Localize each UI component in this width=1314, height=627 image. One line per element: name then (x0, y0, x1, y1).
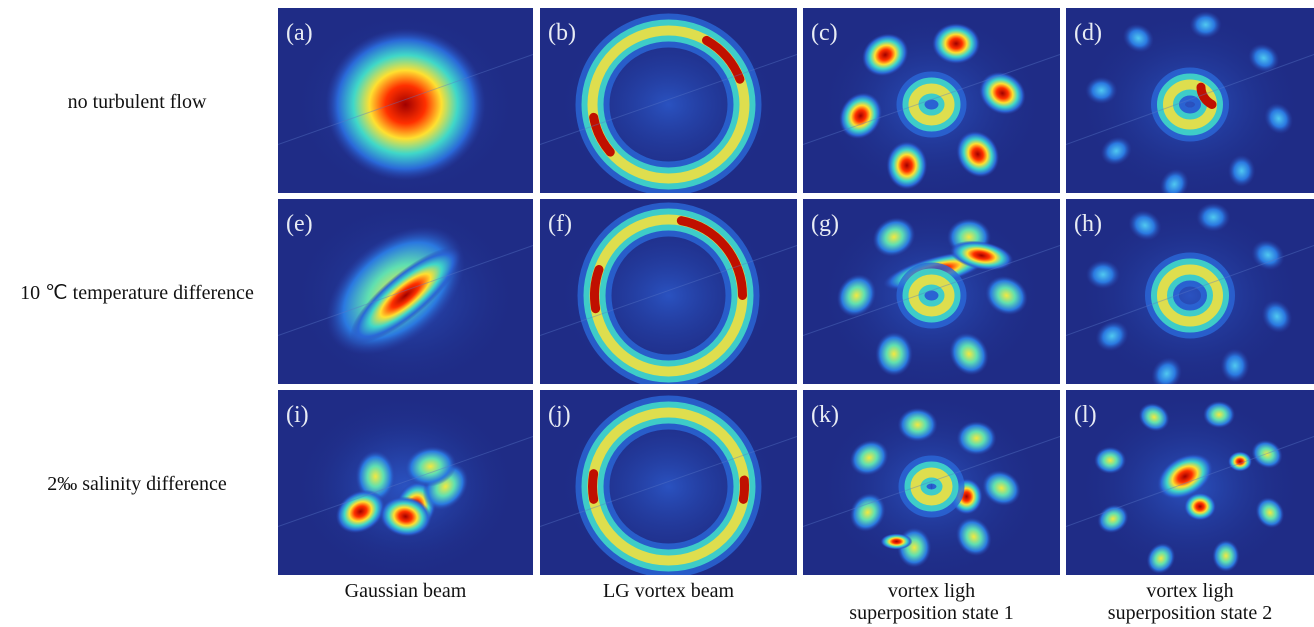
intensity-spot (1196, 203, 1230, 232)
panel-label: (j) (548, 402, 571, 428)
panel-label: (c) (811, 20, 838, 46)
panel-label: (l) (1074, 402, 1097, 428)
beam-panel: (f) (540, 199, 797, 391)
row-label: 2‰ salinity difference (47, 473, 227, 495)
intensity-spot (1212, 540, 1239, 572)
beam-panel: (g) (803, 199, 1060, 391)
intensity-spot (886, 141, 927, 189)
column-label: superposition state 2 (1108, 602, 1272, 624)
panel-label: (e) (286, 211, 313, 237)
beam-panel: (h) (1066, 199, 1314, 396)
intensity-spot (326, 29, 486, 181)
panel-label: (g) (811, 211, 839, 237)
beam-halo (1075, 201, 1305, 391)
beam-panel: (d) (1066, 8, 1314, 205)
intensity-spot (881, 534, 913, 550)
intensity-spot (1086, 260, 1120, 289)
column-label: Gaussian beam (345, 580, 467, 602)
panel-label: (b) (548, 20, 576, 46)
column-label: vortex ligh (888, 580, 975, 602)
panel-label: (k) (811, 402, 839, 428)
beam-panel: (k) (803, 390, 1060, 582)
beam-panel: (a) (278, 8, 533, 200)
beam-panel: (i) (278, 390, 533, 582)
intensity-spot (898, 408, 938, 442)
row-label: no turbulent flow (68, 91, 207, 113)
beam-panel: (c) (803, 8, 1060, 200)
intensity-ring-peak (593, 474, 594, 500)
column-label: vortex ligh (1146, 580, 1233, 602)
intensity-spot (1203, 401, 1235, 428)
row-label: 10 ℃ temperature difference (20, 282, 254, 304)
beam-panel: (b) (540, 8, 797, 200)
intensity-spot (1085, 77, 1117, 104)
beam-panel: (l) (1066, 390, 1314, 582)
column-label: superposition state 1 (849, 602, 1013, 624)
panel-label: (f) (548, 211, 572, 237)
intensity-ring-peak (743, 480, 744, 499)
beam-panel: (e) (278, 199, 533, 391)
intensity-spot (1190, 11, 1222, 38)
figure: no turbulent flow 10 ℃ temperature differ… (0, 0, 1314, 627)
intensity-spot (311, 412, 501, 562)
intensity-spot (1228, 155, 1255, 187)
beam-panel: (j) (540, 390, 797, 582)
intensity-spot (1094, 447, 1126, 474)
intensity-spot (956, 421, 996, 455)
intensity-spot (932, 23, 980, 64)
panel-label: (h) (1074, 211, 1102, 237)
panel-label: (d) (1074, 20, 1102, 46)
intensity-spot (1184, 493, 1216, 521)
column-label: LG vortex beam (603, 580, 735, 602)
intensity-spot (1228, 452, 1252, 472)
intensity-spot (875, 332, 912, 376)
panel-label: (a) (286, 20, 313, 46)
beam-halo (1075, 10, 1305, 200)
intensity-spot (1221, 349, 1250, 383)
panel-label: (i) (286, 402, 309, 428)
intensity-ring-peak (595, 270, 599, 309)
